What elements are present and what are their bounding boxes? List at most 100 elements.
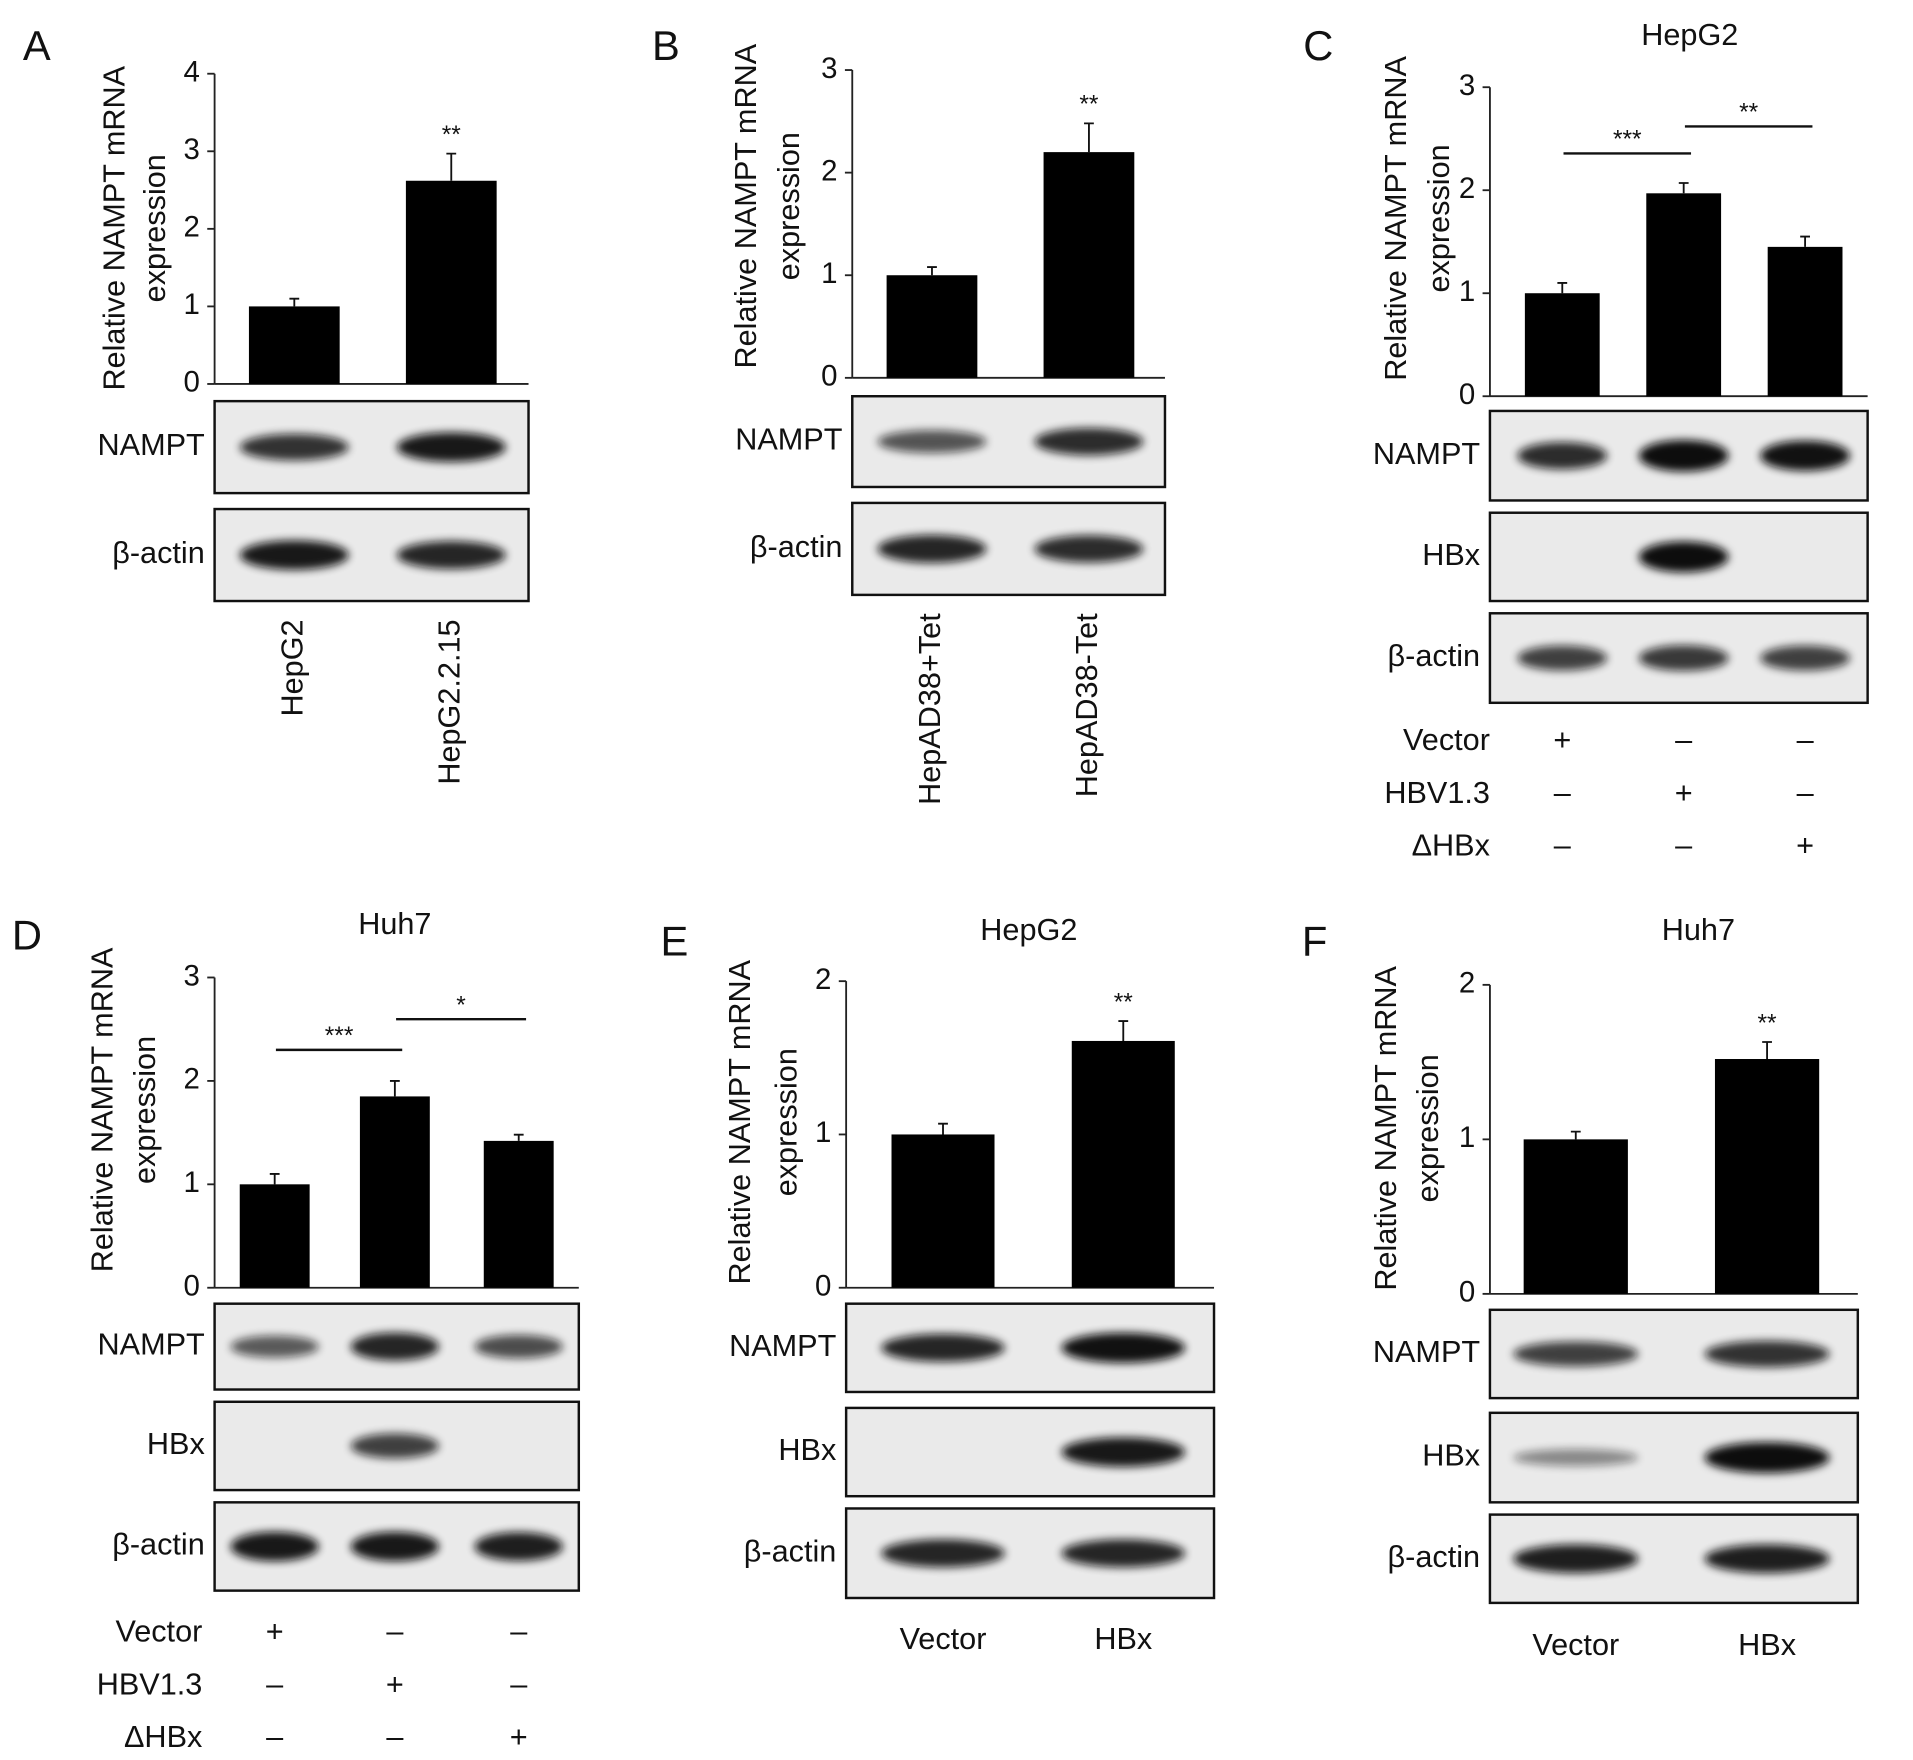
- bar: [1043, 152, 1135, 378]
- error-bar: [289, 297, 300, 307]
- significance-label: **: [1079, 92, 1099, 119]
- y-tick-label: 3: [1459, 69, 1475, 102]
- significance-label: **: [442, 122, 462, 149]
- bar: [891, 1134, 995, 1288]
- y-axis-label: expression: [128, 1036, 162, 1184]
- y-axis-label: expression: [138, 154, 172, 302]
- x-tick-label: HBx: [1094, 1622, 1152, 1656]
- blot-band: [1704, 1340, 1830, 1368]
- y-tick-label: 0: [1459, 378, 1475, 411]
- panel-letter: D: [12, 911, 42, 958]
- y-tick-label: 4: [184, 56, 200, 89]
- blot-label: HBx: [147, 1427, 205, 1461]
- panel-letter: B: [652, 22, 680, 69]
- comparison-label: ***: [1613, 127, 1642, 154]
- y-axis-label: Relative NAMPT mRNA: [729, 43, 763, 368]
- error-bar: [1678, 182, 1689, 194]
- treatment-sign: –: [510, 1667, 528, 1701]
- y-tick-label: 3: [821, 52, 837, 85]
- blot-box: [1488, 511, 1869, 603]
- error-bar: [1570, 1130, 1581, 1140]
- bar: [405, 180, 497, 384]
- blot-band: [1034, 535, 1144, 563]
- treatment-label: ΔHBx: [124, 1720, 202, 1754]
- blot-label: β-actin: [750, 530, 843, 564]
- y-tick-label: 0: [184, 366, 200, 399]
- blot-label: β-actin: [1388, 1540, 1481, 1574]
- blot-band: [1513, 1544, 1639, 1574]
- comparison-label: *: [456, 992, 466, 1019]
- bar: [886, 275, 978, 378]
- treatment-sign: +: [510, 1720, 528, 1754]
- blot-band: [239, 433, 349, 461]
- blot-label: HBx: [1422, 1439, 1480, 1473]
- treatment-sign: –: [266, 1720, 284, 1754]
- blot-label: β-actin: [1388, 639, 1481, 673]
- blot-label: NAMPT: [1373, 437, 1481, 471]
- bar: [1071, 1040, 1175, 1288]
- blot-band: [877, 430, 987, 454]
- bar: [359, 1096, 430, 1288]
- error-bar: [269, 1173, 280, 1185]
- panel-letter: A: [23, 22, 51, 69]
- y-tick-label: 3: [184, 959, 200, 992]
- y-axis-label: expression: [1411, 1054, 1445, 1202]
- treatment-label: ΔHBx: [1412, 829, 1490, 863]
- blot-band: [1704, 1442, 1830, 1474]
- y-axis-label: Relative NAMPT mRNA: [1379, 56, 1413, 381]
- blot-band: [396, 432, 506, 462]
- y-tick-label: 1: [184, 1166, 200, 1199]
- blot-band: [1638, 439, 1729, 472]
- treatment-sign: +: [266, 1615, 284, 1649]
- y-axis-label: expression: [1422, 144, 1456, 292]
- y-tick-label: 1: [1459, 275, 1475, 308]
- bar: [1524, 293, 1600, 397]
- blot-band: [1517, 442, 1608, 470]
- panel-title: Huh7: [1662, 913, 1735, 947]
- blot-band: [474, 1334, 563, 1359]
- treatment-sign: –: [1797, 776, 1815, 810]
- blot-band: [881, 1539, 1005, 1568]
- treatment-sign: –: [510, 1615, 528, 1649]
- panel-letter: F: [1302, 917, 1327, 964]
- blot-label: NAMPT: [1373, 1335, 1481, 1369]
- treatment-sign: –: [1675, 829, 1693, 863]
- blot-band: [1638, 541, 1729, 573]
- treatment-sign: –: [1797, 723, 1815, 757]
- error-bar: [513, 1133, 524, 1141]
- x-tick-label: HepAD38-Tet: [1070, 613, 1104, 797]
- treatment-label: HBV1.3: [1384, 776, 1490, 810]
- panel-letter: E: [661, 917, 689, 964]
- blot-band: [230, 1335, 319, 1358]
- blot-label: β-actin: [744, 1534, 837, 1568]
- y-axis-label: expression: [772, 132, 806, 280]
- error-bar: [1118, 1020, 1129, 1041]
- y-axis-label: Relative NAMPT mRNA: [1369, 965, 1403, 1290]
- comparison-label: ***: [325, 1023, 354, 1050]
- blot-label: NAMPT: [735, 423, 843, 457]
- bar: [1767, 246, 1843, 397]
- error-bar: [927, 266, 937, 276]
- treatment-sign: –: [1675, 723, 1693, 757]
- error-bar: [938, 1122, 948, 1135]
- error-bar: [1557, 282, 1568, 294]
- error-bar: [1762, 1041, 1772, 1060]
- blot-band: [1760, 440, 1850, 471]
- comparison-label: **: [1739, 100, 1759, 127]
- x-tick-label: HepG2: [275, 619, 309, 716]
- treatment-label: Vector: [1403, 723, 1490, 757]
- blot-band: [350, 1332, 440, 1361]
- blot-band: [877, 534, 987, 563]
- y-tick-label: 3: [184, 133, 200, 166]
- blot-band: [230, 1531, 319, 1562]
- blot-band: [474, 1532, 563, 1561]
- treatment-label: HBV1.3: [97, 1667, 203, 1701]
- blot-band: [1760, 645, 1850, 671]
- y-tick-label: 2: [821, 154, 837, 187]
- blot-band: [1061, 1437, 1186, 1467]
- panel-title: Huh7: [358, 907, 431, 941]
- blot-label: NAMPT: [98, 428, 206, 462]
- blot-label: β-actin: [112, 536, 205, 570]
- error-bar: [1800, 235, 1810, 247]
